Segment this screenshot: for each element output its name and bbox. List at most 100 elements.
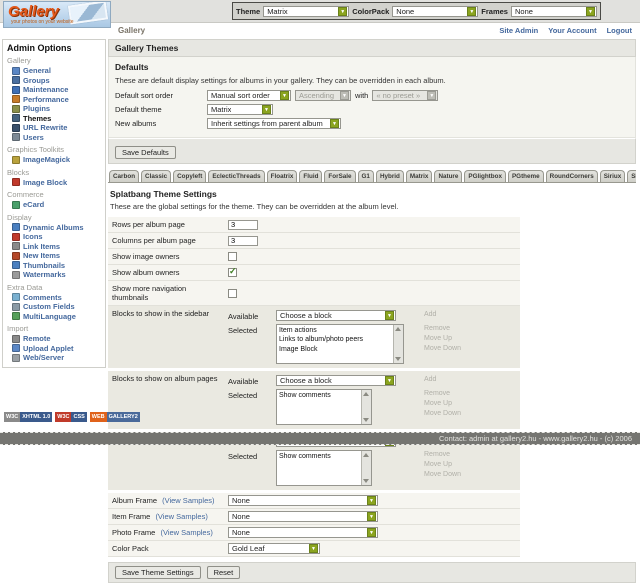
remove-link[interactable]: Remove [424,390,451,397]
blocks-photo-selected-listbox[interactable]: Show comments [276,450,372,486]
colorpack-select[interactable]: None ▼ [392,5,479,17]
sidebar-item-new-items[interactable]: New Items [12,251,103,261]
columns-per-page-input[interactable] [228,235,258,246]
sidebar-item-themes[interactable]: Themes [12,114,103,124]
item-frame-view-samples-link[interactable]: (View Samples) [155,512,208,521]
tab-siriux[interactable]: Siriux [599,170,626,182]
save-theme-settings-button[interactable]: Save Theme Settings [115,566,201,579]
link-logout[interactable]: Logout [606,25,632,35]
tab-pglightbox[interactable]: PGlightbox [464,170,506,182]
move-up-link[interactable]: Move Up [424,461,453,469]
tab-nature[interactable]: Nature [434,170,463,182]
save-defaults-button[interactable]: Save Defaults [115,146,176,159]
tab-copyleft[interactable]: Copyleft [173,170,207,182]
item-frame-select[interactable]: None ▼ [228,511,378,522]
breadcrumb[interactable]: Gallery [118,25,146,35]
blocks-sidebar-add-link[interactable]: Add [424,311,437,318]
show-more-nav-checkbox[interactable] [228,288,237,298]
listbox-option[interactable]: Item actions [279,327,317,334]
remove-link[interactable]: Remove [424,325,451,332]
tab-floatrix[interactable]: Floatrix [266,170,298,182]
sidebar-item-general[interactable]: General [12,66,103,76]
sidebar-item-custom-fields[interactable]: Custom Fields [12,302,103,312]
tab-classic[interactable]: Classic [141,170,172,182]
tab-fluid[interactable]: Fluid [299,170,323,182]
listbox-option[interactable]: Links to album/photo peers [279,336,364,344]
tab-carbon[interactable]: Carbon [109,170,140,182]
color-pack-label: Color Pack [112,544,149,553]
css-badge[interactable]: W3C CSS [55,412,87,422]
theme-select[interactable]: Matrix ▼ [263,5,350,17]
album-frame-view-samples-link[interactable]: (View Samples) [162,496,215,505]
tab-forsale[interactable]: ForSale [324,170,356,182]
move-up-link[interactable]: Move Up [424,335,453,343]
tab-slider[interactable]: Slider [627,170,636,182]
tab-matrix[interactable]: Matrix [405,170,433,182]
sidebar-item-plugins[interactable]: Plugins [12,104,103,114]
tab-pgtheme[interactable]: PGtheme [507,170,544,182]
scrollbar[interactable] [393,325,403,363]
link-site-admin[interactable]: Site Admin [499,25,539,35]
sidebar-item-dynamic-albums[interactable]: Dynamic Albums [12,223,103,233]
sidebar-item-link-items[interactable]: Link Items [12,242,103,252]
listbox-option[interactable]: Show comments [279,453,331,460]
sidebar-item-url-rewrite[interactable]: URL Rewrite [12,123,103,133]
sidebar-item-remote[interactable]: Remote [12,334,103,344]
frames-select[interactable]: None ▼ [510,5,597,17]
sidebar-item-thumbnails[interactable]: Thumbnails [12,261,103,271]
photo-frame-view-samples-link[interactable]: (View Samples) [160,528,213,537]
sidebar-item-icons[interactable]: Icons [12,232,103,242]
tab-roundcorners[interactable]: RoundCorners [545,170,598,182]
rows-per-page-label: Rows per album page [112,220,185,229]
sidebar-item-ecard[interactable]: eCard [12,200,103,210]
blocks-sidebar-available-select[interactable]: Choose a block ▼ [276,310,396,321]
move-up-link[interactable]: Move Up [424,400,453,408]
show-album-owners-checkbox[interactable] [228,266,237,277]
sidebar-item-users[interactable]: Users [12,133,103,143]
tab-eclecticthreads[interactable]: EclecticThreads [208,170,265,182]
default-theme-select[interactable]: Matrix ▼ [207,104,273,115]
link-your-account[interactable]: Your Account [548,25,597,35]
tab-g1[interactable]: G1 [357,170,374,182]
sidebar-item-multilanguage[interactable]: MultiLanguage [12,312,103,322]
show-image-owners-checkbox[interactable] [228,252,237,261]
available-label: Available [228,377,259,386]
gallery-logo[interactable]: Gallery your photos on your website [3,1,111,28]
blocks-album-available-select[interactable]: Choose a block ▼ [276,375,396,386]
blocks-album-selected-listbox[interactable]: Show comments [276,389,372,425]
remove-link[interactable]: Remove [424,451,451,458]
rows-per-page-input[interactable] [228,219,258,230]
tab-hybrid[interactable]: Hybrid [375,170,404,182]
listbox-option[interactable]: Image Block [279,345,318,353]
new-albums-select[interactable]: Inherit settings from parent album ▼ [207,118,341,129]
sidebar-item-performance[interactable]: Performance [12,95,103,105]
dropdown-arrow-icon: ▼ [385,311,394,320]
xhtml-badge[interactable]: W3C XHTML 1.0 [4,412,53,422]
sidebar-item-upload-applet[interactable]: Upload Applet [12,344,103,354]
sidebar-item-image-block[interactable]: Image Block [12,178,103,188]
sidebar-item-groups[interactable]: Groups [12,76,103,86]
sidebar-item-label: Upload Applet [23,343,74,353]
gallery-badge[interactable]: WEB GALLERY2 [89,412,140,422]
performance-icon [12,95,20,104]
scrollbar[interactable] [361,451,371,485]
thumbnails-icon [12,261,20,270]
blocks-album-add-link[interactable]: Add [424,376,437,383]
move-down-link[interactable]: Move Down [424,471,461,479]
sidebar-item-maintenance[interactable]: Maintenance [12,85,103,95]
photo-frame-select[interactable]: None ▼ [228,527,378,538]
scrollbar[interactable] [361,390,371,424]
sidebar-title: Admin Options [7,43,72,53]
color-pack-select[interactable]: Gold Leaf ▼ [228,543,320,554]
album-frame-select[interactable]: None ▼ [228,495,378,506]
default-sort-order-select[interactable]: Manual sort order ▼ [207,90,291,101]
sidebar-item-watermarks[interactable]: Watermarks [12,270,103,280]
reset-button[interactable]: Reset [206,566,241,579]
move-down-link[interactable]: Move Down [424,345,461,353]
sidebar-item-comments[interactable]: Comments [12,293,103,303]
move-down-link[interactable]: Move Down [424,410,461,418]
listbox-option[interactable]: Show comments [279,392,331,399]
sidebar-item-imagemagick[interactable]: ImageMagick [12,155,103,165]
sidebar-item-web-server[interactable]: Web/Server [12,353,103,363]
blocks-sidebar-selected-listbox[interactable]: Item actions Links to album/photo peers Im… [276,324,404,364]
